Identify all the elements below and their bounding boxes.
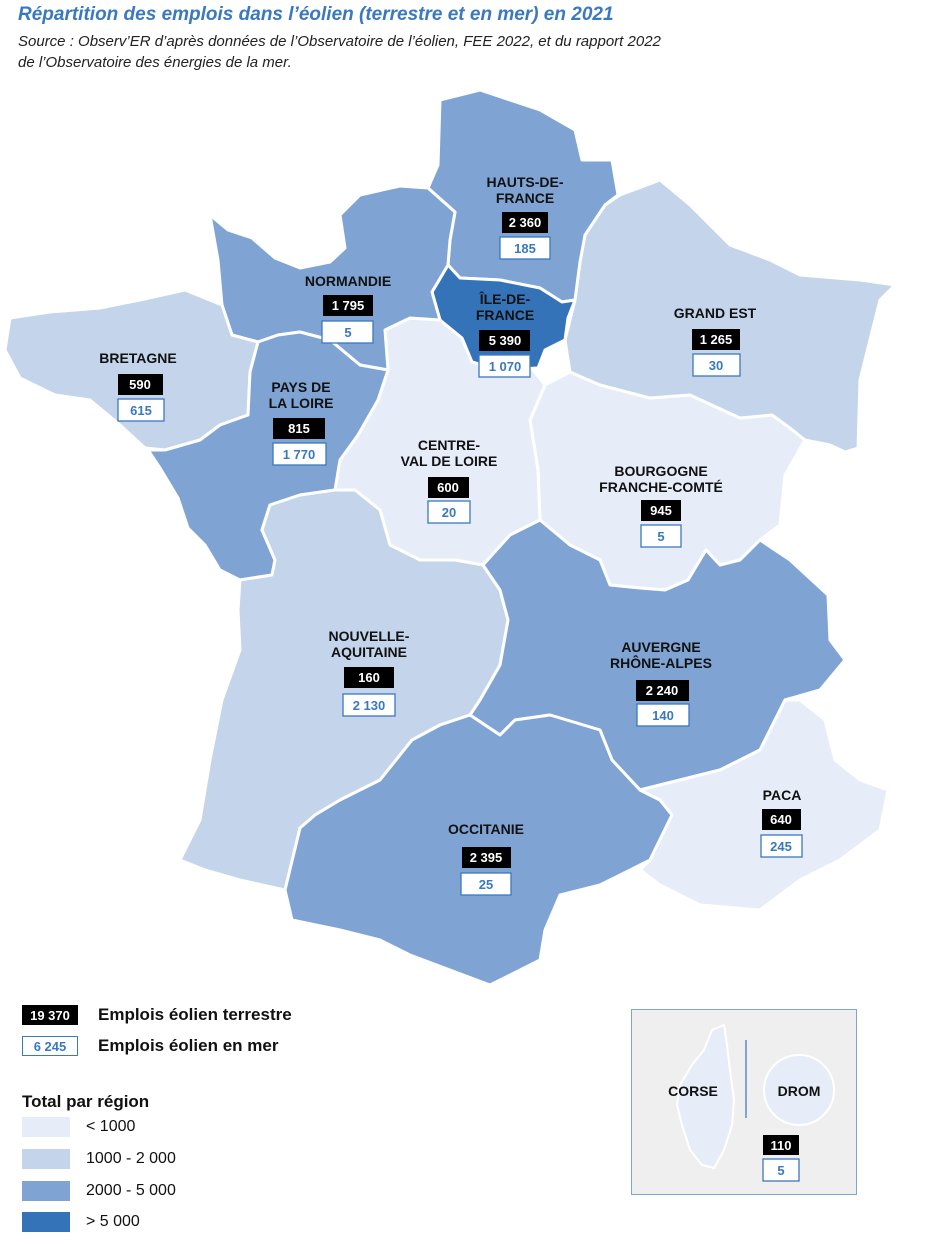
- offshore-value-hauts-de-france: 185: [514, 241, 536, 256]
- scale-item-3: 2000 - 5 000: [22, 1181, 176, 1201]
- inset-onshore-value: 110: [771, 1138, 792, 1153]
- scale-swatch-4: [22, 1212, 70, 1232]
- scale-item-4: > 5 000: [22, 1212, 140, 1232]
- scale-title: Total par région: [22, 1092, 150, 1111]
- region-label-ile-de-france-1: ÎLE-DE-: [479, 290, 531, 307]
- legend-offshore-sample: 6 245: [22, 1036, 78, 1056]
- onshore-value-bourgogne-franche-comte: 945: [650, 503, 672, 518]
- offshore-value-nouvelle-aquitaine: 2 130: [353, 698, 386, 713]
- onshore-value-bretagne: 590: [129, 377, 151, 392]
- offshore-value-auvergne-rhone-alpes: 140: [652, 708, 674, 723]
- offshore-value-grand-est: 30: [709, 358, 723, 373]
- region-label-nouvelle-aquitaine-2: AQUITAINE: [331, 644, 407, 660]
- region-label-bourgogne-franche-comte-2: FRANCHE-COMTÉ: [599, 479, 723, 495]
- onshore-value-normandie: 1 795: [332, 298, 365, 313]
- scale-item-2: 1000 - 2 000: [22, 1149, 176, 1169]
- region-label-bourgogne-franche-comte-1: BOURGOGNE: [614, 463, 707, 479]
- offshore-value-occitanie: 25: [479, 877, 493, 892]
- region-label-hauts-de-france-2: FRANCE: [496, 190, 554, 206]
- legend-offshore-label: Emplois éolien en mer: [98, 1036, 279, 1055]
- scale-swatch-3: [22, 1181, 70, 1201]
- onshore-value-auvergne-rhone-alpes: 2 240: [646, 683, 679, 698]
- inset-offshore-value: 5: [777, 1163, 784, 1178]
- scale-swatch-1: [22, 1117, 70, 1137]
- inset-graphic: CORSE DROM 110 5: [668, 1023, 835, 1182]
- onshore-value-paca: 640: [770, 812, 792, 827]
- scale-item-1: < 1000: [22, 1117, 135, 1137]
- region-label-centre-val-de-loire-1: CENTRE-: [418, 437, 481, 453]
- france-regions-map: HAUTS-DE- FRANCE NORMANDIE ÎLE-DE- FRANC…: [3, 88, 897, 987]
- scale-label-1: < 1000: [86, 1118, 136, 1135]
- region-shape-paca: [638, 698, 890, 912]
- inset-drom-label: DROM: [778, 1083, 821, 1099]
- corse-shape: [675, 1023, 736, 1170]
- offshore-value-paca: 245: [770, 839, 792, 854]
- offshore-value-bourgogne-franche-comte: 5: [657, 529, 664, 544]
- value-pair-bretagne: 590 615: [117, 374, 165, 422]
- region-label-pays-de-la-loire-2: LA LOIRE: [269, 395, 334, 411]
- offshore-value-pays-de-la-loire: 1 770: [283, 447, 316, 462]
- region-label-normandie: NORMANDIE: [305, 273, 391, 289]
- region-label-ile-de-france-2: FRANCE: [476, 307, 534, 323]
- scale-label-3: 2000 - 5 000: [86, 1182, 176, 1199]
- region-label-paca: PACA: [763, 787, 802, 803]
- region-label-occitanie: OCCITANIE: [448, 821, 524, 837]
- offshore-value-centre-val-de-loire: 20: [442, 505, 456, 520]
- region-label-bretagne: BRETAGNE: [99, 350, 177, 366]
- onshore-value-occitanie: 2 395: [470, 850, 503, 865]
- value-pair-grand-est: 1 265 30: [692, 329, 741, 377]
- value-pair-centre-val-de-loire: 600 20: [427, 477, 471, 524]
- offshore-value-bretagne: 615: [130, 403, 152, 418]
- region-label-nouvelle-aquitaine-1: NOUVELLE-: [329, 628, 410, 644]
- source-line-2: de l’Observatoire des énergies de la mer…: [18, 54, 292, 71]
- onshore-value-hauts-de-france: 2 360: [509, 215, 542, 230]
- scale-label-4: > 5 000: [86, 1213, 140, 1230]
- offshore-value-ile-de-france: 1 070: [489, 359, 522, 374]
- value-pair-normandie: 1 795 5: [321, 295, 374, 344]
- value-pair-ile-de-france: 5 390 1 070: [478, 330, 531, 378]
- onshore-value-nouvelle-aquitaine: 160: [358, 670, 380, 685]
- legend-offshore: 6 245 Emplois éolien en mer: [22, 1035, 278, 1057]
- region-label-hauts-de-france-1: HAUTS-DE-: [487, 174, 564, 190]
- inset-corse-drom: CORSE DROM 110 5: [631, 1009, 857, 1195]
- scale-label-2: 1000 - 2 000: [86, 1150, 176, 1167]
- onshore-value-pays-de-la-loire: 815: [288, 421, 310, 436]
- map-title: Répartition des emplois dans l’éolien (t…: [18, 4, 614, 25]
- region-label-auvergne-rhone-alpes-2: RHÔNE-ALPES: [610, 654, 712, 671]
- region-label-pays-de-la-loire-1: PAYS DE: [271, 379, 330, 395]
- region-label-centre-val-de-loire-2: VAL DE LOIRE: [401, 453, 498, 469]
- value-pair-auvergne-rhone-alpes: 2 240 140: [636, 680, 690, 727]
- value-pair-nouvelle-aquitaine: 160 2 130: [342, 667, 396, 717]
- onshore-value-ile-de-france: 5 390: [489, 333, 522, 348]
- region-label-auvergne-rhone-alpes-1: AUVERGNE: [621, 639, 700, 655]
- value-pair-hauts-de-france: 2 360 185: [499, 212, 551, 260]
- source-line-1: Source : Observ’ER d’après données de l’…: [18, 33, 661, 50]
- value-pair-bourgogne-franche-comte: 945 5: [640, 500, 682, 548]
- drom-circle: [763, 1054, 835, 1126]
- onshore-value-grand-est: 1 265: [700, 332, 733, 347]
- scale-swatch-2: [22, 1149, 70, 1169]
- legend-onshore-sample: 19 370: [22, 1005, 78, 1025]
- region-shape-ile-de-france: [430, 263, 577, 372]
- inset-corse-label: CORSE: [668, 1083, 718, 1099]
- value-pair-occitanie: 2 395 25: [460, 847, 512, 896]
- legend-onshore: 19 370 Emplois éolien terrestre: [22, 1004, 292, 1026]
- offshore-value-normandie: 5: [344, 325, 351, 340]
- value-pair-pays-de-la-loire: 815 1 770: [272, 418, 327, 466]
- onshore-value-centre-val-de-loire: 600: [437, 480, 459, 495]
- source-note: Source : Observ’ER d’après données de l’…: [18, 31, 778, 73]
- legend-onshore-label: Emplois éolien terrestre: [98, 1005, 292, 1024]
- region-label-grand-est: GRAND EST: [674, 305, 757, 321]
- region-shape-grand-est: [563, 178, 897, 454]
- value-pair-paca: 640 245: [760, 809, 803, 858]
